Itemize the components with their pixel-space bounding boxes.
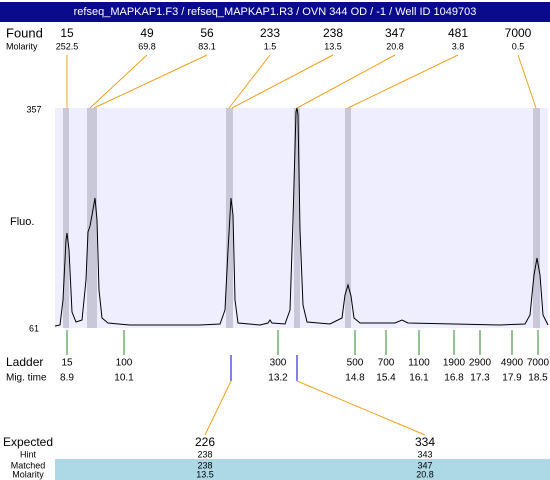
mig-time: 16.8 xyxy=(444,373,464,384)
ladder-size: 1900 xyxy=(443,358,466,369)
found-connector xyxy=(93,54,208,109)
table-cell: 226 xyxy=(195,435,215,449)
matched-band xyxy=(55,459,550,480)
table-cell: 238 xyxy=(197,460,212,470)
found-connector xyxy=(231,54,334,109)
ladder-size: 500 xyxy=(347,358,364,369)
table-cell: 347 xyxy=(417,460,432,470)
y-bottom-label: 61 xyxy=(29,323,39,333)
found-size: 56 xyxy=(200,26,214,40)
ladder-size: 15 xyxy=(61,358,73,369)
marker-band xyxy=(294,108,300,328)
ladder-size: 4900 xyxy=(501,358,524,369)
table-row-label: Matched xyxy=(11,460,46,470)
expected-connector xyxy=(204,380,232,436)
found-molarity: 1.5 xyxy=(264,41,277,51)
expected-connector xyxy=(296,380,426,436)
table-row-label: Molarity xyxy=(12,469,44,479)
marker-band xyxy=(533,108,540,328)
table-row-label: Hint xyxy=(20,449,37,459)
mig-time: 15.4 xyxy=(376,373,396,384)
ladder-size: 2900 xyxy=(469,358,492,369)
mig-time: 14.8 xyxy=(345,373,365,384)
found-connector xyxy=(347,54,459,109)
mig-time: 18.5 xyxy=(528,373,548,384)
ladder-size: 100 xyxy=(116,358,133,369)
table-cell: 13.5 xyxy=(196,469,214,479)
marker-band xyxy=(87,108,97,328)
found-connector xyxy=(228,54,271,109)
ladder-size: 1100 xyxy=(408,358,430,369)
marker-band xyxy=(345,108,351,328)
found-molarity: 69.8 xyxy=(138,41,156,51)
table-cell: 238 xyxy=(197,449,212,459)
mig-time: 16.1 xyxy=(409,373,429,384)
found-molarity: 83.1 xyxy=(198,41,216,51)
ladder-size: 7000 xyxy=(527,358,550,369)
mig-time: 17.9 xyxy=(502,373,522,384)
found-size: 233 xyxy=(260,26,280,40)
found-connector xyxy=(517,54,537,109)
mig-time: 13.2 xyxy=(268,373,288,384)
found-size: 238 xyxy=(323,26,343,40)
marker-band xyxy=(63,108,69,328)
table-row-label: Expected xyxy=(3,435,53,449)
table-cell: 343 xyxy=(417,449,432,459)
header-bar xyxy=(0,2,550,22)
mig-time: 10.1 xyxy=(114,373,134,384)
found-connector xyxy=(89,54,148,109)
y-axis-label: Fluo. xyxy=(10,216,34,228)
found-size: 347 xyxy=(385,26,405,40)
molarity-label: Molarity xyxy=(6,41,38,51)
ladder-label: Ladder xyxy=(6,355,43,369)
mig-time: 8.9 xyxy=(60,373,74,384)
found-molarity: 3.8 xyxy=(452,41,465,51)
mig-time-label: Mig. time xyxy=(6,373,47,384)
header-title: refseq_MAPKAP1.F3 / refseq_MAPKAP1.R3 / … xyxy=(74,6,477,18)
table-cell: 334 xyxy=(415,435,435,449)
found-size: 15 xyxy=(60,26,74,40)
found-size: 49 xyxy=(140,26,154,40)
found-molarity: 252.5 xyxy=(56,41,79,51)
found-molarity: 20.8 xyxy=(386,41,404,51)
found-molarity: 0.5 xyxy=(512,41,525,51)
found-label: Found xyxy=(6,25,43,40)
fluorescence-trace xyxy=(54,107,549,327)
plot-area xyxy=(55,108,548,328)
found-connector xyxy=(296,54,396,109)
mig-time: 17.3 xyxy=(470,373,490,384)
found-size: 7000 xyxy=(505,26,532,40)
y-top-label: 357 xyxy=(26,104,41,114)
ladder-size: 700 xyxy=(378,358,395,369)
found-size: 481 xyxy=(448,26,468,40)
found-molarity: 13.5 xyxy=(324,41,342,51)
ladder-size: 300 xyxy=(270,358,287,369)
table-cell: 20.8 xyxy=(416,469,434,479)
